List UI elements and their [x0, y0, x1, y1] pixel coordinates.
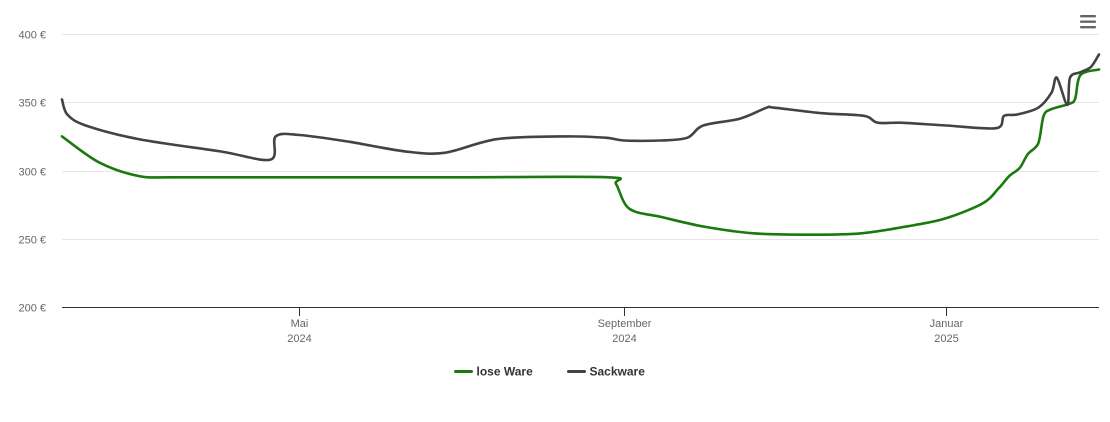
- x-tick-label: Januar: [930, 318, 964, 330]
- legend-label: lose Ware: [477, 365, 534, 379]
- legend-item-sackware[interactable]: Sackware: [567, 365, 646, 379]
- x-tick-year-label: 2024: [287, 333, 311, 345]
- series-lines: [60, 53, 1101, 237]
- x-axis: Mai 2024 September 2024 Januar 2025: [62, 307, 1099, 345]
- legend-label: Sackware: [590, 365, 646, 379]
- hamburger-menu-icon: [1080, 15, 1096, 29]
- y-tick-label: 250 €: [18, 235, 46, 247]
- series-line-sackware[interactable]: [60, 53, 1101, 162]
- legend-item-lose-ware[interactable]: lose Ware: [454, 365, 534, 379]
- y-tick-label: 300 €: [18, 167, 46, 179]
- y-tick-label: 350 €: [18, 98, 46, 110]
- x-tick-label: Mai: [291, 318, 309, 330]
- legend[interactable]: lose Ware Sackware: [454, 365, 646, 379]
- y-axis-labels: 200 € 250 € 300 € 350 € 400 €: [18, 30, 46, 315]
- grid-lines: [62, 34, 1099, 240]
- x-tick-year-label: 2024: [612, 333, 636, 345]
- series-line-lose-ware[interactable]: [60, 68, 1101, 237]
- chart-menu-button[interactable]: [1075, 10, 1101, 34]
- x-tick-label: September: [598, 318, 652, 330]
- x-tick-year-label: 2025: [934, 333, 958, 345]
- y-tick-label: 400 €: [18, 30, 46, 42]
- y-tick-label: 200 €: [18, 303, 46, 315]
